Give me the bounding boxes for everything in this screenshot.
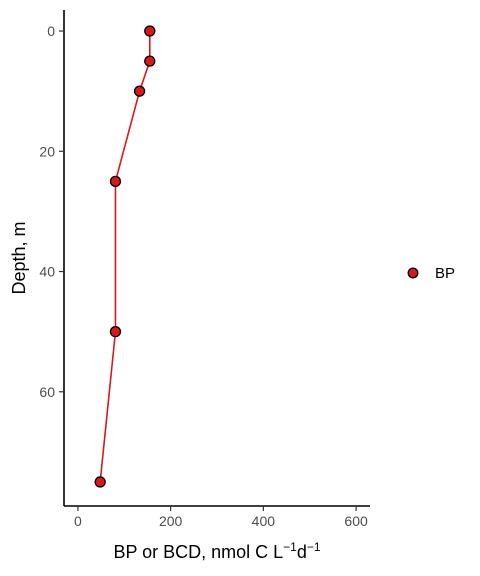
series-line-bp bbox=[99, 31, 151, 483]
y-tick-label: 60 bbox=[39, 384, 55, 400]
x-tick-label: 0 bbox=[74, 513, 82, 529]
x-tick-label: 600 bbox=[344, 513, 368, 529]
x-tick-label: 200 bbox=[159, 513, 183, 529]
x-axis-title: BP or BCD, nmol C L−1d−1 bbox=[113, 540, 320, 562]
y-axis-ticks: 0 20 40 60 bbox=[39, 23, 64, 400]
legend-key-bp bbox=[407, 267, 419, 279]
legend: BP bbox=[407, 265, 455, 282]
x-axis-ticks: 0 200 400 600 bbox=[74, 506, 368, 529]
y-tick-label: 0 bbox=[47, 23, 55, 39]
x-tick-label: 400 bbox=[252, 513, 276, 529]
data-point bbox=[133, 85, 146, 97]
x-axis-title-mid: d bbox=[297, 542, 307, 562]
y-tick-label: 40 bbox=[39, 264, 55, 280]
data-point bbox=[94, 476, 106, 488]
y-axis-title: Depth, m bbox=[9, 221, 29, 294]
data-point bbox=[144, 25, 156, 37]
x-axis-title-sup1: −1 bbox=[283, 540, 297, 554]
plot-area bbox=[94, 25, 156, 488]
data-point bbox=[109, 325, 122, 338]
y-tick-label: 20 bbox=[39, 143, 55, 159]
x-axis-title-sup2: −1 bbox=[307, 540, 321, 554]
legend-label-bp: BP bbox=[435, 265, 455, 282]
data-point bbox=[109, 175, 122, 187]
data-point bbox=[144, 55, 156, 67]
